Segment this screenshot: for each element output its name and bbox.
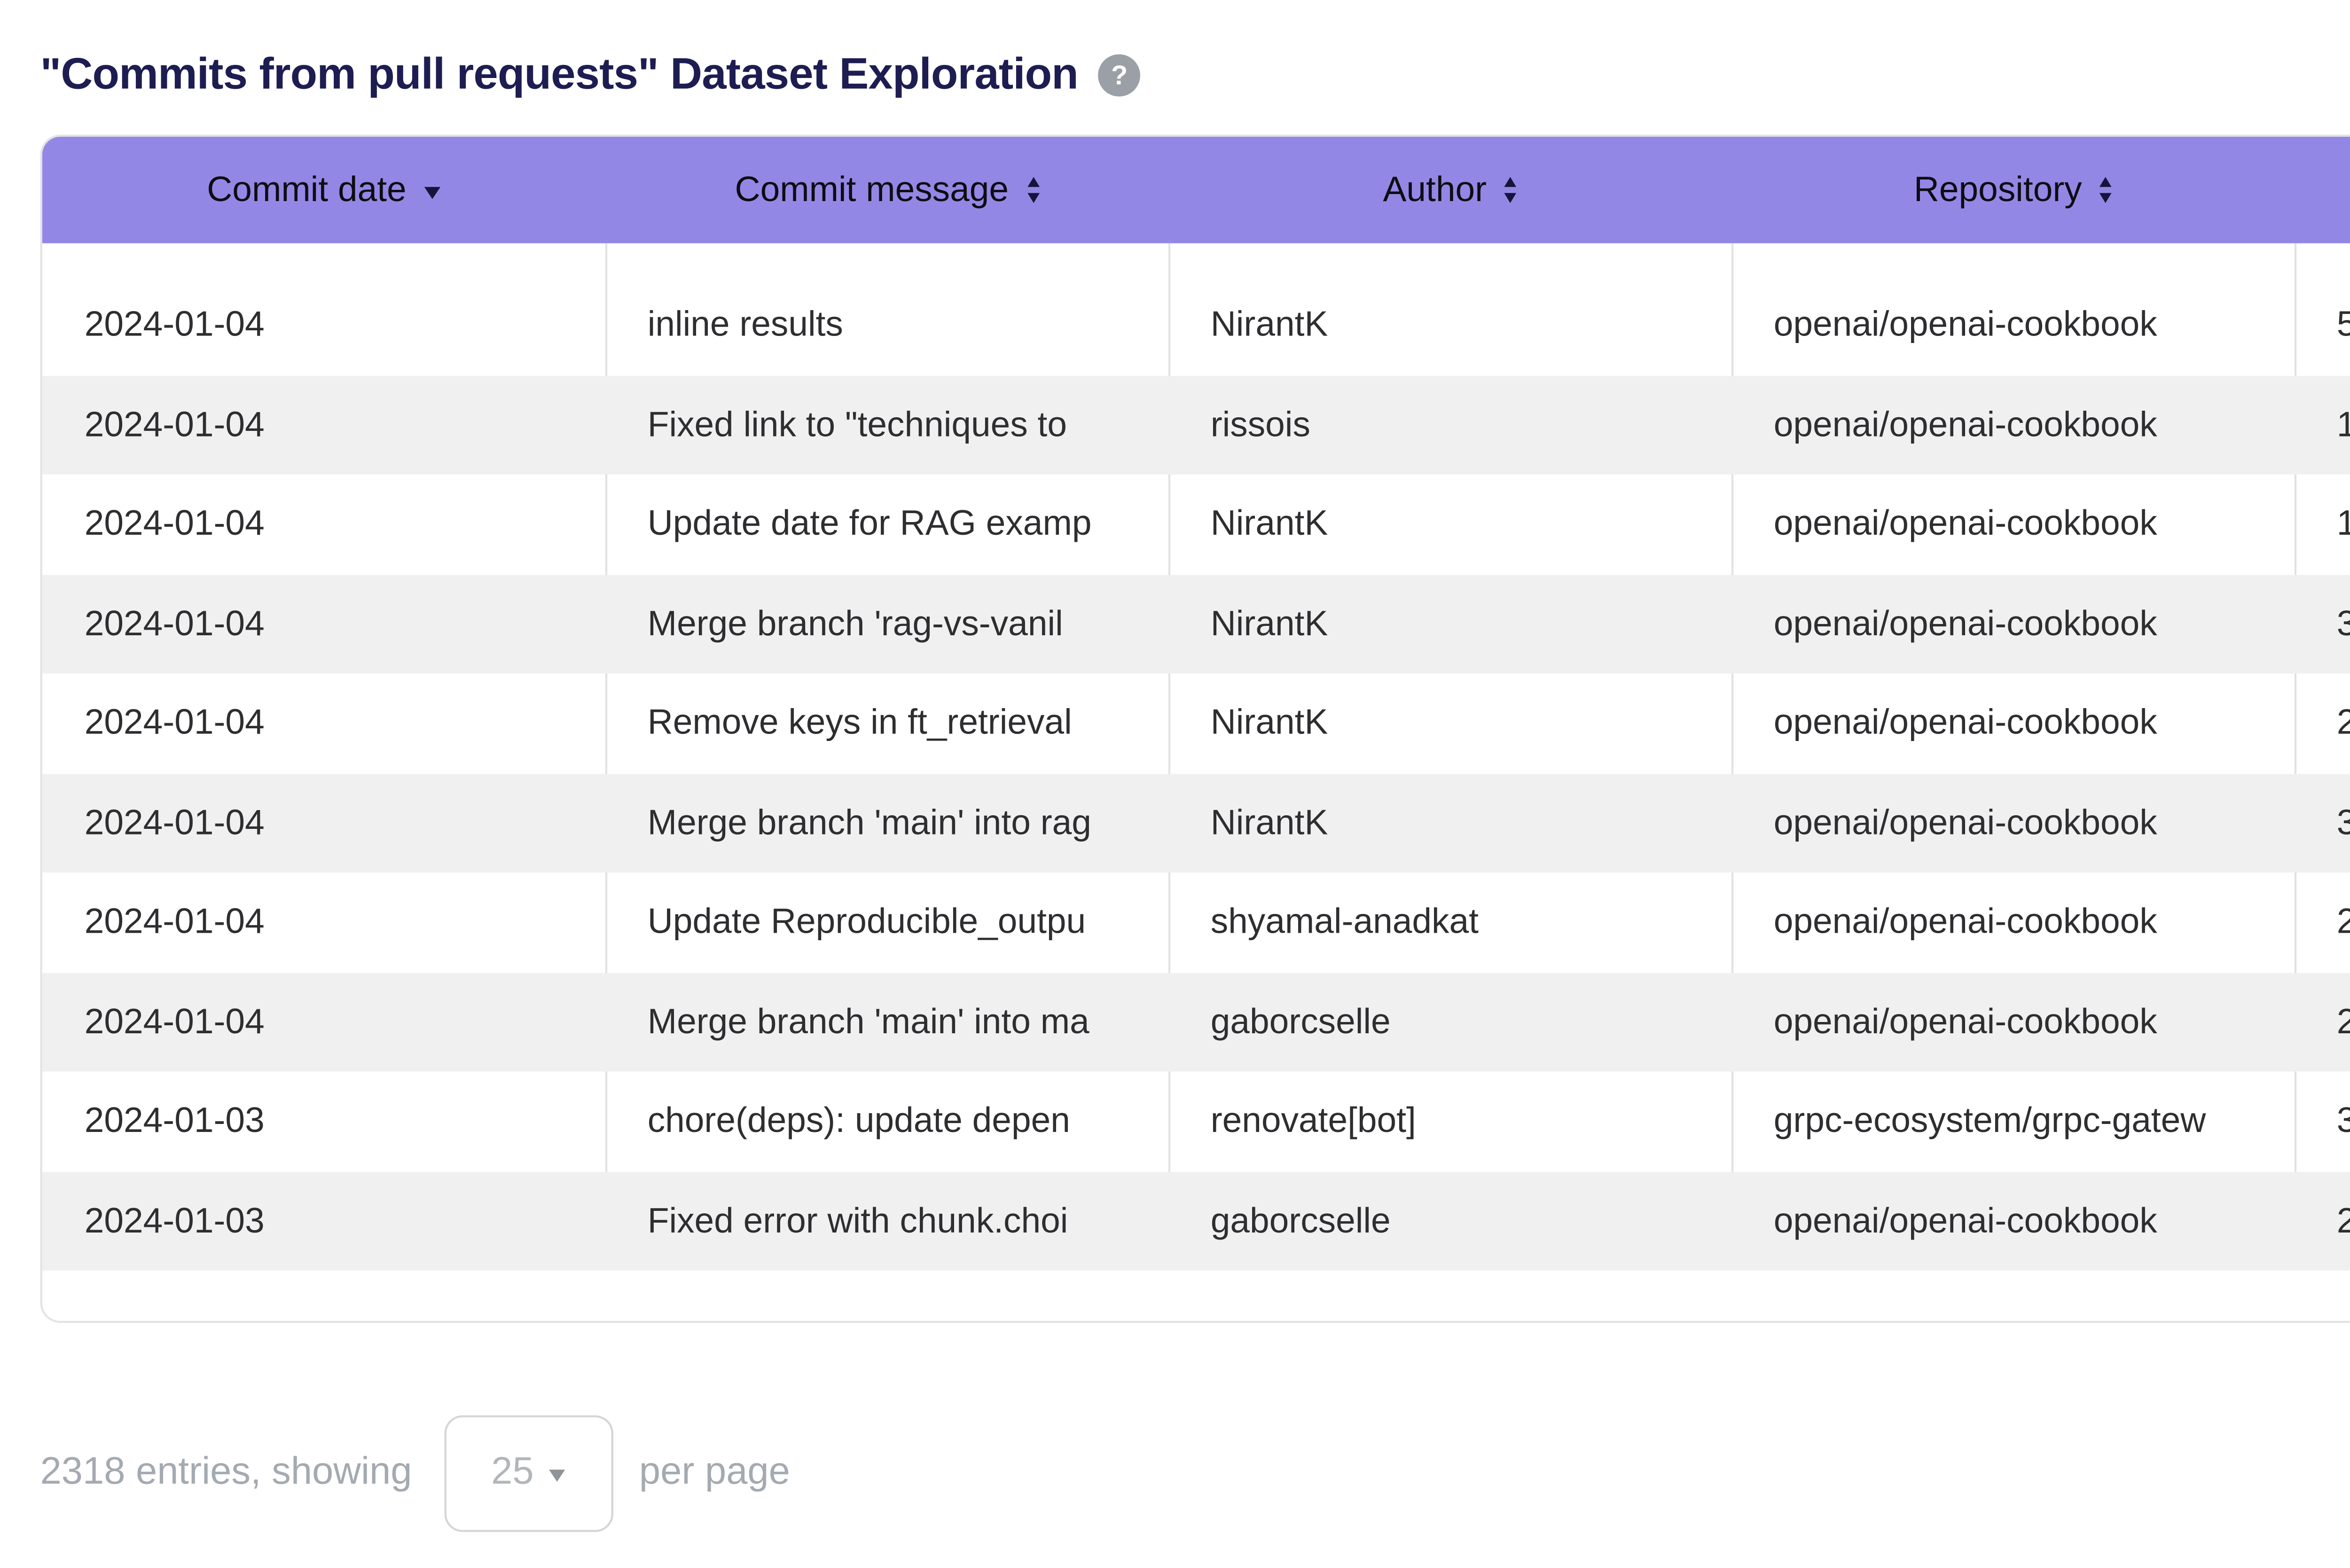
table-row: 2024-01-04 Fixed link to "techniques to ri… [42, 374, 2350, 475]
column-header-label: Author [1383, 169, 1487, 209]
table-cell: NirantK [1210, 602, 1328, 643]
table-row: 2024-01-04 Merge branch 'main' into rag Ni… [42, 773, 2350, 873]
table-cell: gaborcselle [1210, 1200, 1391, 1240]
empty-row [42, 1271, 2350, 1321]
table-cell: inline results [647, 304, 843, 344]
table-header-row: Commit date Commit message Author Repositor… [42, 136, 2350, 243]
table-row: 2024-01-04 Update date for RAG examp Niran… [42, 475, 2350, 574]
table-cell: Update date for RAG examp [647, 503, 1092, 544]
table-rows: 2024-01-04 inline results NirantK openai/op… [42, 275, 2350, 1321]
table-cell: 2024-01-03 [84, 1200, 265, 1240]
table-cell: 2024-01-04 [84, 702, 265, 742]
table-cell: gaborcselle [1210, 1000, 1391, 1041]
commits-table-card: Commit date Commit message Author Repositor… [40, 134, 2350, 1323]
column-header-author[interactable]: Author [1168, 169, 1731, 211]
table-cell: Merge branch 'main' into rag [647, 802, 1091, 842]
table-cell: 2 [2295, 901, 2350, 944]
table-cell: 2024-01-04 [84, 403, 265, 444]
table-row: 2024-01-03 chore(deps): update depen renov… [42, 1071, 2350, 1171]
table-cell: Update Reproducible_outpu [647, 901, 1086, 942]
table-cell: 1 [2295, 503, 2350, 546]
table-row: 2024-01-04 Update Reproducible_outpu shyam… [42, 873, 2350, 972]
table-cell: 2024-01-04 [84, 503, 265, 544]
table-row: 2024-01-04 inline results NirantK openai/op… [42, 275, 2350, 375]
table-cell: NirantK [1210, 503, 1328, 544]
table-cell: NirantK [1210, 702, 1328, 742]
table-cell: 2024-01-04 [84, 802, 265, 842]
table-cell: openai/openai-cookbook [1773, 403, 2157, 444]
table-cell: 2024-01-04 [84, 602, 265, 643]
commits-table: Commit date Commit message Author Repositor… [42, 136, 2350, 1321]
table-cell: 2024-01-04 [84, 304, 265, 344]
table-cell: openai/openai-cookbook [1773, 304, 2157, 344]
table-cell: 2 [2295, 702, 2350, 744]
table-cell: Fixed link to "techniques to [647, 403, 1067, 444]
entries-count-label: 2318 entries, showing [40, 1451, 412, 1494]
table-footer: 2318 entries, showing 25 per page 1/93 [40, 1405, 2350, 1542]
table-cell: openai/openai-cookbook [1773, 802, 2157, 842]
sort-descending-icon [424, 186, 441, 198]
page-size-dropdown[interactable]: 25 [444, 1415, 613, 1532]
sort-unsorted-icon [1026, 177, 1039, 203]
page-size-value: 25 [491, 1451, 534, 1494]
table-cell: rissois [1210, 403, 1310, 444]
per-page-label: per page [639, 1451, 790, 1494]
chevron-down-icon [549, 1469, 566, 1482]
table-cell: openai/openai-cookbook [1773, 602, 2157, 643]
table-row: 2024-01-04 Remove keys in ft_retrieval Nir… [42, 673, 2350, 773]
column-header-lines-added[interactable]: Lines added [2295, 169, 2350, 211]
table-cell: Remove keys in ft_retrieval [647, 702, 1072, 742]
table-row: 2024-01-04 Merge branch 'rag-vs-vanil Nira… [42, 574, 2350, 674]
table-cell: 29 [2295, 1200, 2350, 1242]
table-cell: 1 [2295, 404, 2350, 446]
table-cell: 2 [2295, 1001, 2350, 1043]
table-cell: grpc-ecosystem/grpc-gatew [1773, 1100, 2206, 1141]
column-header-label: Commit message [735, 169, 1009, 209]
column-header-commit-date[interactable]: Commit date [42, 169, 605, 211]
table-row: 2024-01-04 Merge branch 'main' into ma gab… [42, 972, 2350, 1072]
table-cell: renovate[bot] [1210, 1100, 1416, 1141]
sort-unsorted-icon [2100, 177, 2112, 203]
table-cell: openai/openai-cookbook [1773, 702, 2157, 742]
table-cell: openai/openai-cookbook [1773, 901, 2157, 942]
sort-unsorted-icon [1504, 177, 1517, 203]
column-header-repository[interactable]: Repository [1731, 169, 2295, 211]
table-cell: 2024-01-04 [84, 1000, 265, 1041]
table-cell: NirantK [1210, 304, 1328, 344]
table-cell: Merge branch 'rag-vs-vanil [647, 602, 1063, 643]
table-cell: Merge branch 'main' into ma [647, 1000, 1089, 1041]
table-cell: shyamal-anadkat [1210, 901, 1479, 942]
page-title: "Commits from pull requests" Dataset Exp… [40, 48, 1079, 99]
table-body: 2024-01-04 inline results NirantK openai/op… [42, 243, 2350, 1321]
table-cell: 2024-01-04 [84, 901, 265, 942]
help-icon[interactable]: ? [1098, 53, 1141, 96]
table-cell: 31623 [2295, 802, 2350, 844]
table-cell: 31623 [2295, 603, 2350, 645]
page-header: "Commits from pull requests" Dataset Exp… [40, 36, 2350, 113]
table-cell: NirantK [1210, 802, 1328, 842]
column-header-label: Repository [1913, 169, 2082, 209]
table-cell: Fixed error with chunk.choi [647, 1200, 1068, 1240]
table-cell: openai/openai-cookbook [1773, 1200, 2157, 1240]
table-cell: chore(deps): update depen [647, 1100, 1070, 1141]
column-header-commit-message[interactable]: Commit message [605, 169, 1168, 211]
table-cell: openai/openai-cookbook [1773, 503, 2157, 544]
table-cell: openai/openai-cookbook [1773, 1000, 2157, 1041]
table-row: 2024-01-03 Fixed error with chunk.choi gab… [42, 1171, 2350, 1271]
table-cell: 3 [2295, 1100, 2350, 1142]
column-header-label: Commit date [207, 169, 407, 209]
table-cell: 575 [2295, 304, 2350, 346]
table-cell: 2024-01-03 [84, 1100, 265, 1141]
